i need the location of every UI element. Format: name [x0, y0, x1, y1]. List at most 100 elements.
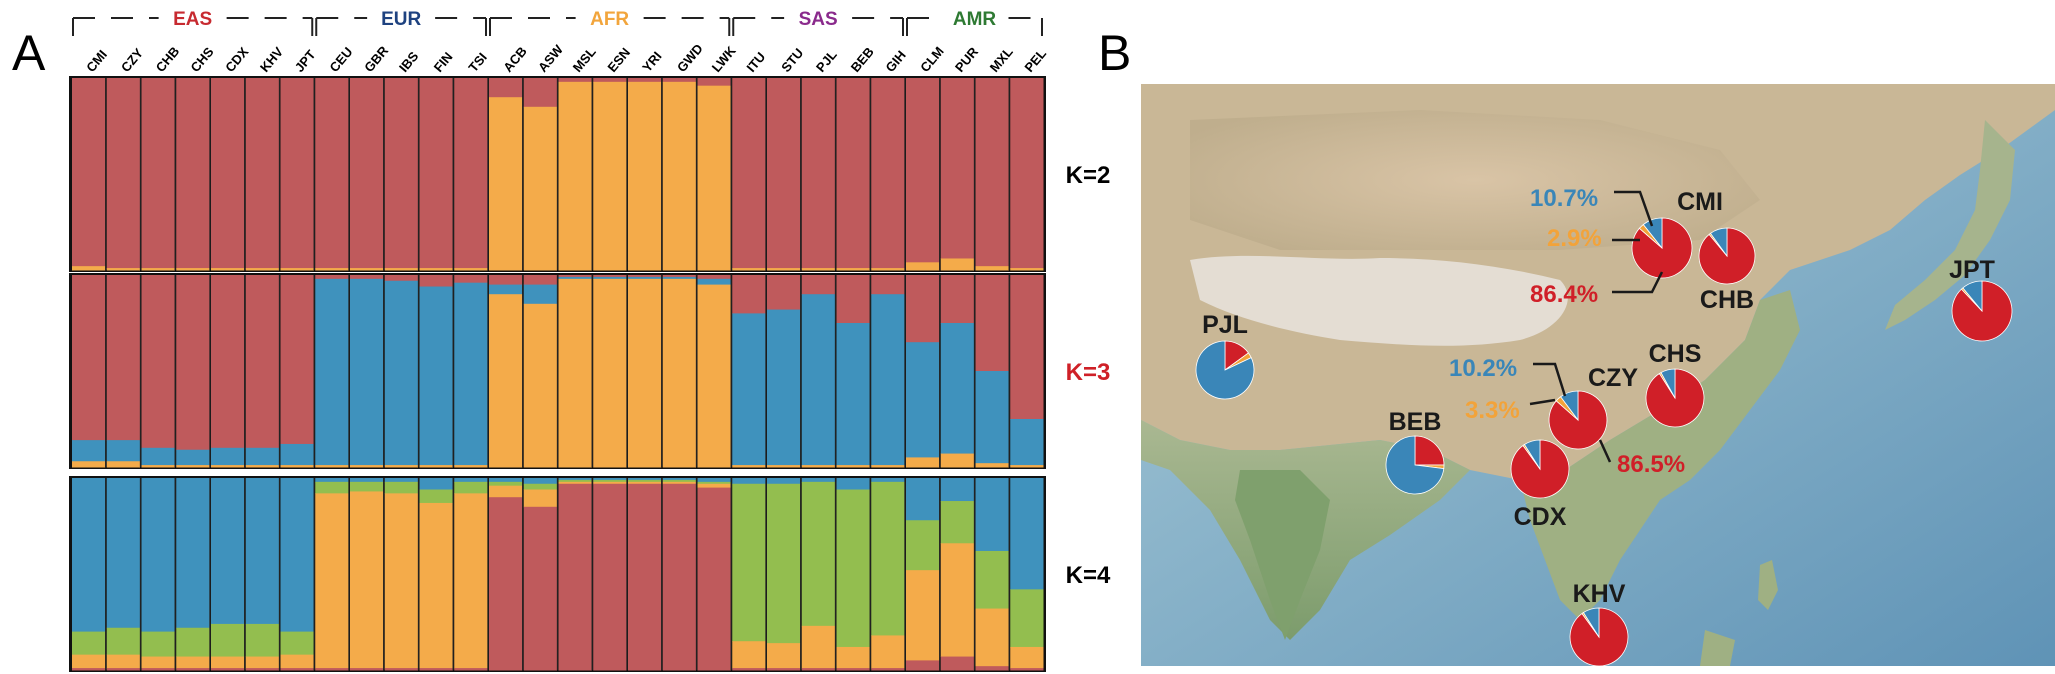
bar-segment-green [871, 481, 905, 636]
bar-segment-red [419, 275, 453, 288]
pie-label-chs: CHS [1649, 340, 1702, 368]
bar-segment-orange [871, 465, 905, 468]
bar-segment-orange [350, 465, 384, 468]
panel-letter-a: A [12, 25, 46, 81]
bar-segment-blue [801, 294, 835, 466]
bar-pjl [801, 78, 835, 271]
bar-segment-red [662, 483, 696, 671]
bar-esn [593, 78, 627, 271]
bar-segment-red [523, 275, 557, 286]
bar-segment-blue [454, 282, 488, 466]
bar-segment-orange [245, 268, 279, 271]
pie-label-jpt: JPT [1949, 256, 1995, 284]
bar-segment-orange [141, 465, 175, 468]
bar-segment-green [523, 483, 557, 491]
bar-segment-red [732, 275, 766, 314]
pop-label-pel: PEL [1021, 46, 1049, 75]
callout-line-red [1612, 271, 1664, 294]
pie-slice-blue [1642, 217, 1663, 250]
k-label-2: K=3 [1066, 359, 1111, 386]
bar-segment-orange [350, 268, 384, 271]
bar-segment-orange [975, 463, 1009, 468]
bar-chb [141, 478, 175, 671]
bar-segment-green [315, 481, 349, 494]
bar-segment-red [384, 78, 418, 269]
bar-cmi [72, 78, 106, 271]
bar-ibs [384, 478, 418, 671]
bar-asw [523, 478, 557, 671]
bar-segment-blue [975, 371, 1009, 464]
bar-segment-red [454, 275, 488, 284]
bar-segment-blue [836, 478, 870, 491]
bar-segment-orange [975, 608, 1009, 667]
panel-letter-b: B [1098, 25, 1131, 81]
pie-slice-red [1414, 435, 1445, 466]
group-label-sas: SAS [799, 9, 838, 30]
group-brackets: EAS EUR AFR SAS AMR [72, 9, 1043, 36]
bar-segment-red [1010, 78, 1044, 269]
bar-segment-red [350, 668, 384, 671]
bar-segment-red [767, 668, 801, 671]
bar-segment-red [662, 78, 696, 83]
bar-segment-green [906, 520, 940, 571]
bar-segment-orange [72, 461, 106, 468]
pie-slice-blue [1660, 368, 1676, 399]
k-label-3: K=4 [1066, 562, 1111, 589]
bar-segment-orange [1010, 646, 1044, 669]
bar-pur [940, 478, 974, 671]
bar-segment-red [419, 78, 453, 269]
pop-label-chs: CHS [187, 44, 216, 75]
bar-segment-red [593, 483, 627, 671]
bar-segment-red [628, 483, 662, 671]
bar-itu [732, 78, 766, 271]
bar-segment-red [558, 483, 592, 671]
bar-segment-orange [523, 489, 557, 508]
bar-segment-blue [280, 443, 314, 466]
admixture-row-1: K=2 [69, 76, 1110, 272]
bar-segment-red [419, 668, 453, 671]
bar-tsi [454, 78, 488, 271]
bar-segment-orange [419, 465, 453, 468]
bar-clm [906, 478, 940, 671]
bar-segment-orange [1010, 465, 1044, 468]
bar-pel [1010, 478, 1044, 671]
bar-segment-orange [245, 656, 279, 669]
bar-segment-red [697, 78, 731, 87]
callout-pct-red: 86.5% [1617, 451, 1685, 478]
bar-segment-red [801, 78, 835, 269]
bar-segment-blue [211, 447, 245, 466]
pop-label-ibs: IBS [396, 48, 422, 74]
admixture-row-2: K=3 [69, 273, 1110, 469]
bar-segment-red [350, 78, 384, 269]
bar-segment-red [975, 666, 1009, 671]
bar-segment-orange [732, 465, 766, 468]
bar-segment-red [141, 275, 175, 449]
bar-jpt [280, 275, 314, 468]
bar-chb [141, 275, 175, 468]
bar-chs [176, 78, 210, 271]
bar-czy [106, 275, 140, 468]
bar-ibs [384, 275, 418, 468]
bar-segment-green [350, 481, 384, 492]
bar-segment-red [732, 668, 766, 671]
bar-segment-orange [662, 81, 696, 271]
pie-slice-red [1569, 607, 1629, 667]
bar-segment-blue [836, 323, 870, 466]
bar-pjl [801, 275, 835, 468]
bar-segment-red [906, 660, 940, 671]
bar-stu [767, 478, 801, 671]
bar-segment-red [767, 275, 801, 311]
bar-segment-red [280, 668, 314, 671]
bar-segment-orange [211, 465, 245, 468]
bar-segment-green [697, 481, 731, 485]
pop-label-khv: KHV [257, 44, 286, 75]
bar-gwd [662, 478, 696, 671]
bar-pel [1010, 78, 1044, 271]
pop-label-clm: CLM [917, 44, 947, 75]
pie-slice-blue [1385, 435, 1445, 495]
bar-ceu [315, 275, 349, 468]
pop-label-tsi: TSI [465, 50, 489, 75]
bar-segment-blue [975, 478, 1009, 552]
pop-label-mxl: MXL [987, 44, 1016, 75]
bar-segment-orange [176, 268, 210, 271]
